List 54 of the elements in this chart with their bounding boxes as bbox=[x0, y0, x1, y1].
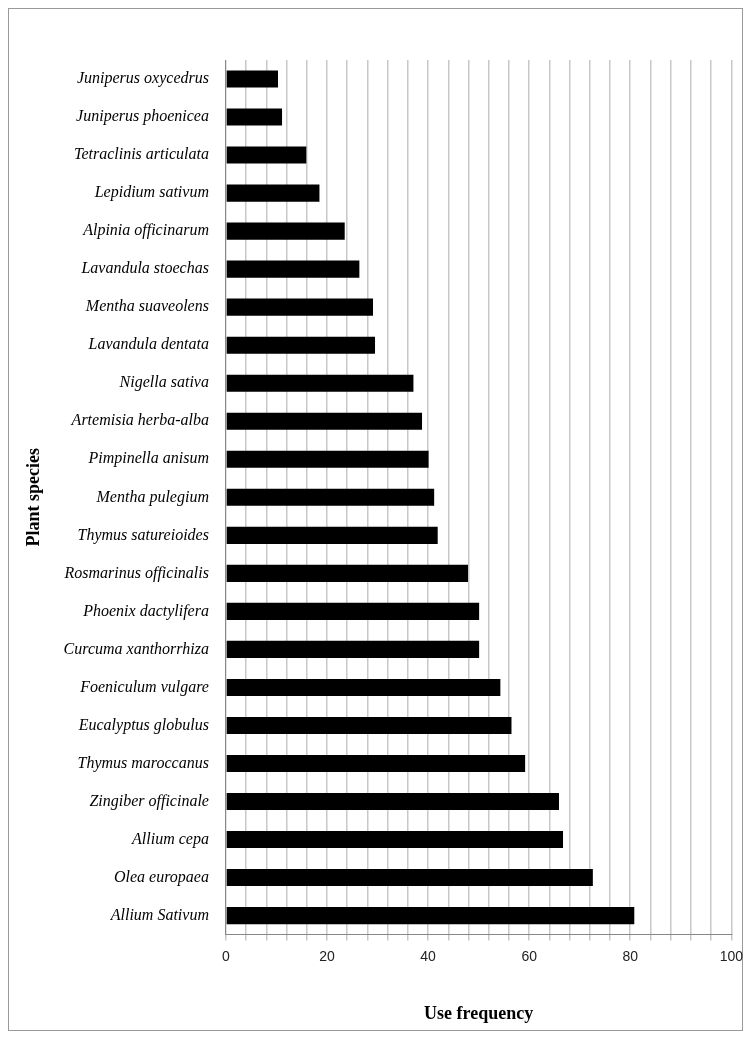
x-tick-label: 40 bbox=[420, 947, 437, 964]
x-tick-label: 100 bbox=[719, 947, 744, 964]
bar bbox=[226, 602, 480, 620]
y-tick-label: Rosmarinus officinalis bbox=[63, 563, 209, 582]
y-tick-label: Thymus satureioides bbox=[77, 525, 209, 544]
y-tick-label: Alpinia officinarum bbox=[82, 221, 209, 240]
bar bbox=[226, 526, 438, 544]
y-tick-label: Mentha pulegium bbox=[95, 487, 209, 506]
y-tick-label: Eucalyptus globulus bbox=[77, 715, 209, 734]
bar bbox=[226, 146, 307, 164]
y-tick-label: Curcuma xanthorrhiza bbox=[63, 639, 209, 657]
y-tick-label: Juniperus oxycedrus bbox=[76, 69, 209, 88]
bar bbox=[226, 830, 564, 849]
x-tick-label: 80 bbox=[622, 947, 639, 964]
bar bbox=[226, 412, 423, 430]
x-tick-label: 60 bbox=[521, 947, 538, 964]
bar bbox=[226, 108, 283, 126]
y-tick-label: Artemisia herba-alba bbox=[70, 411, 209, 429]
bar bbox=[226, 640, 480, 658]
y-tick-label: Thymus maroccanus bbox=[77, 753, 209, 772]
bar bbox=[226, 907, 635, 925]
bar bbox=[226, 298, 374, 316]
y-tick-label: Nigella sativa bbox=[118, 373, 209, 392]
bar bbox=[226, 869, 593, 887]
y-tick-label: Mentha suaveolens bbox=[84, 297, 209, 315]
bar bbox=[226, 792, 559, 811]
bar bbox=[226, 70, 278, 88]
x-axis-title: Use frequency bbox=[424, 1002, 534, 1023]
y-tick-label: Phoenix dactylifera bbox=[82, 601, 209, 620]
x-tick-label: 0 bbox=[222, 947, 231, 964]
bar bbox=[226, 564, 469, 582]
y-tick-label: Lepidium sativum bbox=[93, 183, 209, 202]
y-tick-label: Tetraclinis articulata bbox=[73, 145, 209, 163]
bar bbox=[226, 336, 376, 354]
y-tick-label: Allium cepa bbox=[131, 829, 209, 848]
y-tick-label: Olea europaea bbox=[114, 867, 209, 886]
bar bbox=[226, 184, 320, 202]
bar bbox=[226, 222, 345, 240]
bar bbox=[226, 678, 501, 696]
bar bbox=[226, 716, 512, 735]
bar bbox=[226, 754, 526, 773]
x-tick-label: 20 bbox=[319, 947, 336, 964]
y-axis-title: Plant species bbox=[23, 448, 44, 547]
y-tick-label: Juniperus phoenicea bbox=[76, 107, 209, 126]
y-tick-label: Lavandula dentata bbox=[87, 335, 209, 353]
bar bbox=[226, 450, 429, 468]
bar bbox=[226, 488, 435, 506]
bar bbox=[226, 374, 414, 392]
y-tick-label: Foeniculum vulgare bbox=[79, 677, 209, 696]
bar bbox=[226, 260, 360, 278]
y-tick-label: Allium Sativum bbox=[109, 905, 209, 923]
y-tick-label: Lavandula stoechas bbox=[80, 259, 209, 277]
y-tick-label: Pimpinella anisum bbox=[87, 449, 209, 468]
y-tick-label: Zingiber officinale bbox=[89, 791, 209, 810]
